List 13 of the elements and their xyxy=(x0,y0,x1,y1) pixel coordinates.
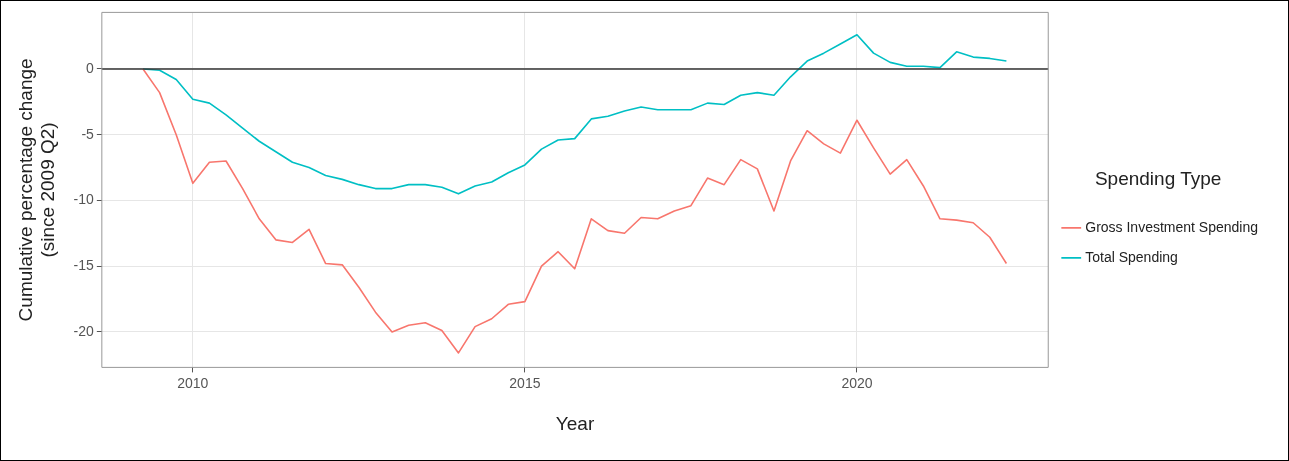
x-axis-title: Year xyxy=(555,412,595,434)
legend-title: Spending Type xyxy=(1094,167,1222,189)
y-tick-label: -5 xyxy=(81,125,95,142)
y-tick-label: -20 xyxy=(73,322,95,339)
x-tick-label: 2010 xyxy=(177,374,209,391)
y-axis-title: Cumulative percentage change (since 2009 Q2) xyxy=(14,58,59,322)
legend-label: Gross Investment Spending xyxy=(1085,218,1259,235)
x-tick-label: 2020 xyxy=(841,374,873,391)
x-tick-label: 2015 xyxy=(509,374,541,391)
y-tick-label: -15 xyxy=(73,257,95,274)
legend-label: Total Spending xyxy=(1085,248,1178,265)
y-tick-label: -10 xyxy=(73,191,95,208)
y-tick-label: 0 xyxy=(86,59,95,76)
